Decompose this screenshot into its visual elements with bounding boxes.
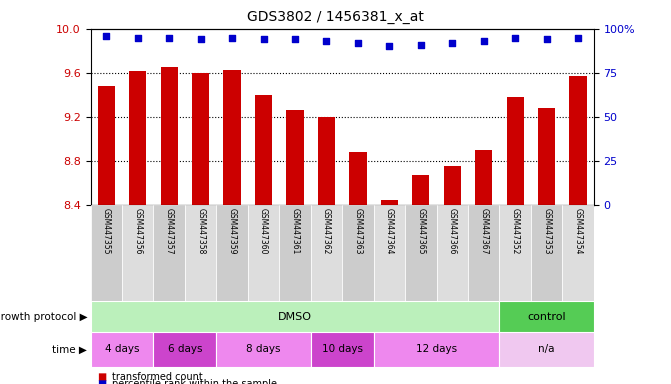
Point [101, 33, 111, 39]
Text: GDS3802 / 1456381_x_at: GDS3802 / 1456381_x_at [247, 10, 424, 23]
Point [478, 38, 489, 44]
Point [510, 35, 521, 41]
Point [195, 36, 206, 43]
Bar [380, 200, 398, 205]
Bar [223, 70, 241, 205]
Bar [499, 205, 531, 301]
Bar [216, 205, 248, 301]
Bar [562, 205, 594, 301]
Bar [255, 95, 272, 205]
Text: GSM447357: GSM447357 [164, 208, 174, 255]
Text: 10 days: 10 days [321, 344, 363, 354]
Bar [475, 150, 493, 205]
Point [352, 40, 363, 46]
Bar [507, 97, 524, 205]
Bar [468, 205, 499, 301]
Text: GSM447363: GSM447363 [354, 208, 362, 255]
Bar [216, 332, 311, 367]
Bar [311, 332, 374, 367]
Bar [374, 205, 405, 301]
Text: GSM447354: GSM447354 [574, 208, 582, 255]
Point [132, 35, 143, 41]
Bar [154, 205, 185, 301]
Bar [98, 86, 115, 205]
Text: GSM447364: GSM447364 [385, 208, 394, 255]
Text: growth protocol ▶: growth protocol ▶ [0, 312, 87, 322]
Point [541, 36, 552, 43]
Text: transformed count: transformed count [112, 372, 203, 382]
Bar [499, 332, 594, 367]
Bar [91, 205, 122, 301]
Bar [248, 205, 279, 301]
Text: 6 days: 6 days [168, 344, 202, 354]
Text: GSM447365: GSM447365 [416, 208, 425, 255]
Bar [311, 205, 342, 301]
Bar [279, 205, 311, 301]
Text: GSM447355: GSM447355 [102, 208, 111, 255]
Point [164, 35, 174, 41]
Text: GSM447359: GSM447359 [227, 208, 237, 255]
Text: time ▶: time ▶ [52, 344, 87, 354]
Bar [444, 166, 461, 205]
Point [447, 40, 458, 46]
Point [227, 35, 238, 41]
Bar [192, 73, 209, 205]
Point [573, 35, 584, 41]
Point [321, 38, 332, 44]
Bar [287, 111, 304, 205]
Text: DMSO: DMSO [278, 312, 312, 322]
Text: 4 days: 4 days [105, 344, 140, 354]
Text: percentile rank within the sample: percentile rank within the sample [112, 379, 277, 384]
Text: GSM447361: GSM447361 [291, 208, 299, 255]
Text: control: control [527, 312, 566, 322]
Text: GSM447360: GSM447360 [259, 208, 268, 255]
Bar [499, 301, 594, 332]
Text: GSM447367: GSM447367 [479, 208, 488, 255]
Bar [318, 117, 335, 205]
Bar [570, 76, 586, 205]
Point [290, 36, 301, 43]
Text: ■: ■ [97, 372, 107, 382]
Bar [342, 205, 374, 301]
Text: GSM447352: GSM447352 [511, 208, 520, 255]
Text: 12 days: 12 days [416, 344, 457, 354]
Bar [154, 332, 216, 367]
Text: GSM447353: GSM447353 [542, 208, 551, 255]
Point [258, 36, 269, 43]
Bar [405, 205, 437, 301]
Point [415, 41, 426, 48]
Bar [91, 301, 499, 332]
Bar [412, 174, 429, 205]
Bar [91, 332, 154, 367]
Bar [122, 205, 154, 301]
Point [384, 43, 395, 50]
Text: GSM447356: GSM447356 [134, 208, 142, 255]
Bar [350, 152, 366, 205]
Bar [437, 205, 468, 301]
Bar [531, 205, 562, 301]
Text: ■: ■ [97, 379, 107, 384]
Bar [129, 71, 146, 205]
Bar [185, 205, 216, 301]
Text: 8 days: 8 days [246, 344, 281, 354]
Text: GSM447362: GSM447362 [322, 208, 331, 255]
Bar [538, 108, 556, 205]
Bar [160, 68, 178, 205]
Text: n/a: n/a [538, 344, 555, 354]
Bar [374, 332, 499, 367]
Text: GSM447366: GSM447366 [448, 208, 457, 255]
Text: GSM447358: GSM447358 [196, 208, 205, 255]
